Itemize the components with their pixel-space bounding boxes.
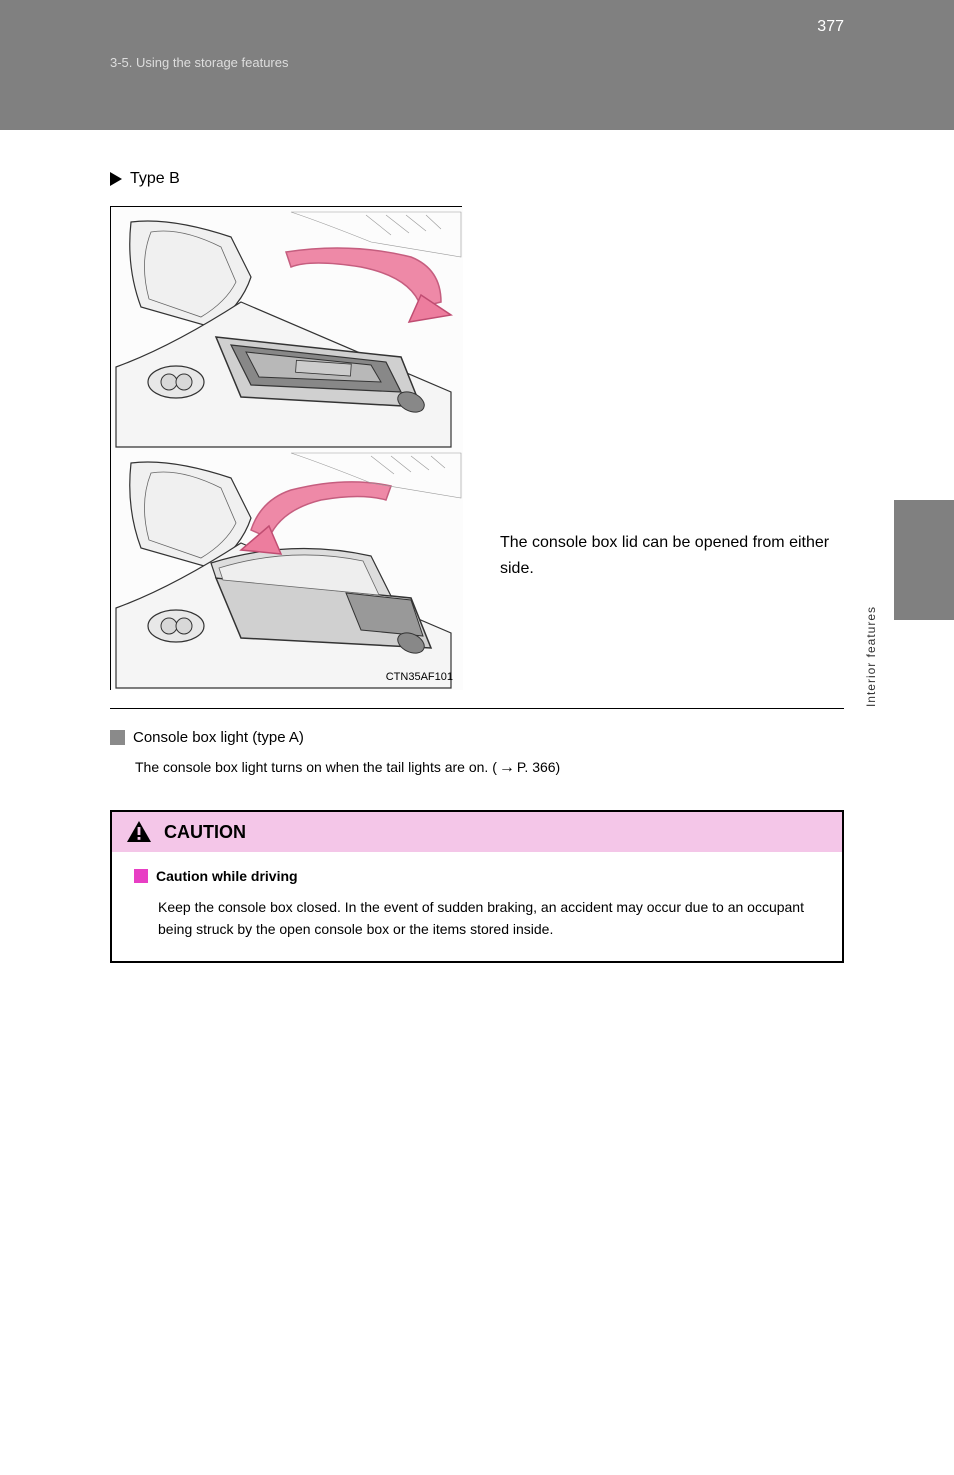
divider [110,708,844,709]
figure-container: CTN35AF101 [110,206,462,690]
triangle-bullet-icon [110,172,122,186]
page-number: 377 [817,18,844,36]
note-body-prefix: The console box light turns on when the … [135,759,497,775]
caution-title-text: Caution while driving [156,868,298,884]
caution-body: Caution while driving Keep the console b… [112,852,842,961]
caution-box: CAUTION Caution while driving Keep the c… [110,810,844,963]
header-bar: 377 3-5. Using the storage features [0,0,954,130]
caution-text: Keep the console box closed. In the even… [158,896,820,941]
subheading-text: Type B [130,170,180,188]
console-illustration-top [111,207,463,449]
console-illustration-bottom [111,448,463,690]
subheading-type-b: Type B [110,170,844,188]
caution-title-row: Caution while driving [134,868,820,884]
square-bullet-gray-icon [110,730,125,745]
caution-header-text: CAUTION [164,822,246,843]
square-bullet-pink-icon [134,869,148,883]
warning-triangle-icon [126,820,152,844]
figure-panel-top [111,207,461,448]
note-block: Console box light (type A) The console b… [110,729,844,780]
figure-panel-bottom: CTN35AF101 [111,448,461,689]
chapter-number: 3 [918,1053,930,1079]
side-tab: 3 [894,500,954,620]
note-title-text: Console box light (type A) [133,729,304,746]
side-instruction: The console box lid can be opened from e… [500,530,844,581]
chapter-title: Interior features [864,606,880,707]
note-page-ref: P. 366) [517,759,560,775]
note-body: The console box light turns on when the … [135,756,844,780]
page-container: 377 3-5. Using the storage features 3 In… [0,0,954,1475]
caution-header: CAUTION [112,812,842,852]
figure-code: CTN35AF101 [386,671,453,683]
section-label: 3-5. Using the storage features [110,55,289,70]
note-title-row: Console box light (type A) [110,729,844,746]
arrow-right-icon: → [499,756,515,780]
